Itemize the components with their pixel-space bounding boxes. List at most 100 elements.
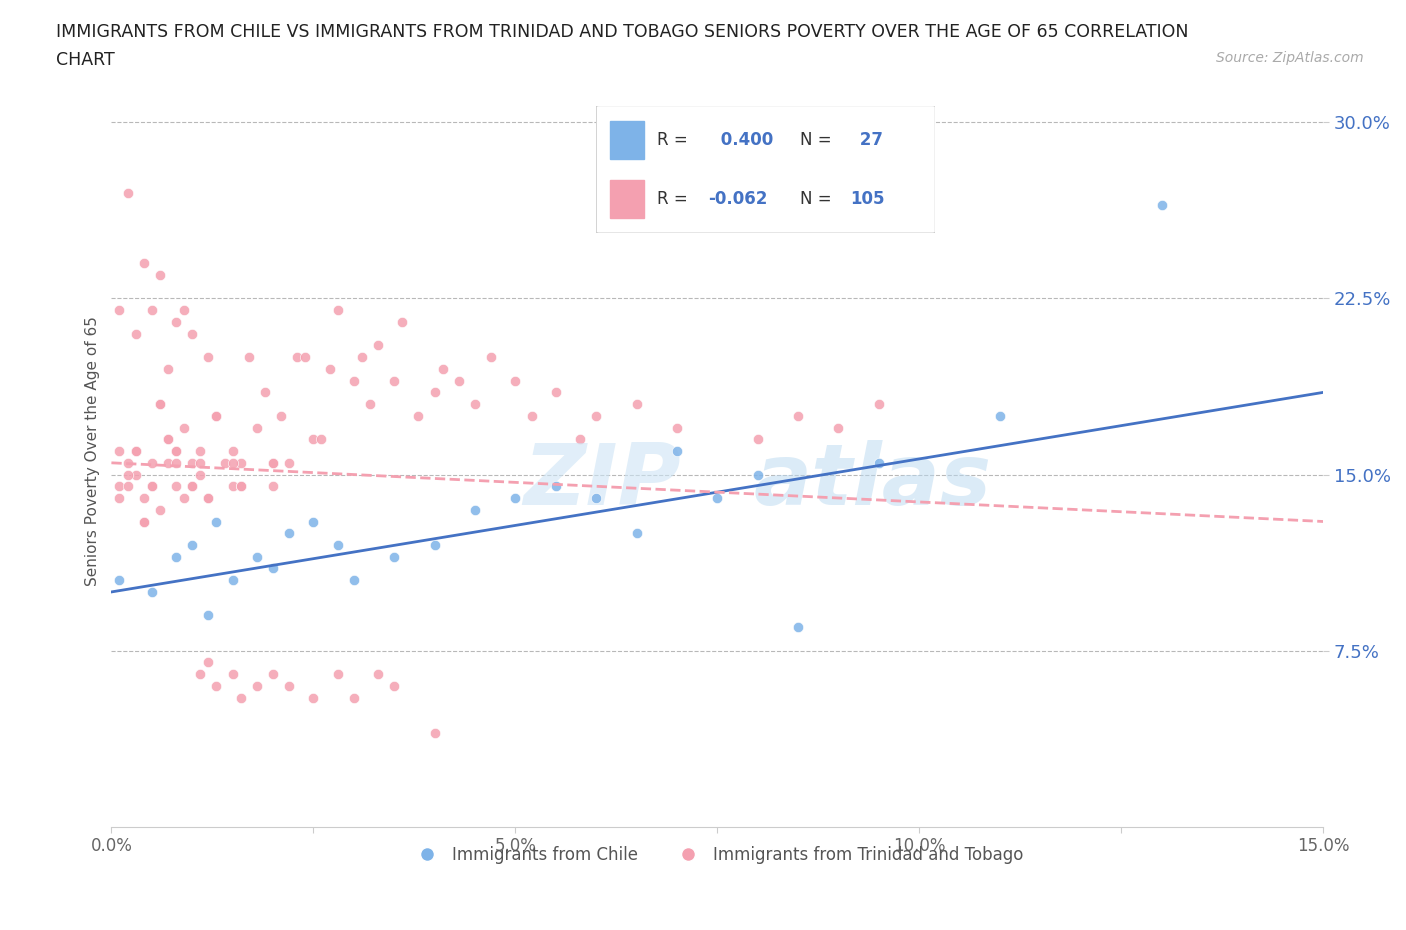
Point — [181, 538, 204, 552]
Point — [350, 350, 373, 365]
Point — [464, 502, 486, 517]
Point — [132, 256, 155, 271]
Point — [156, 432, 179, 446]
Point — [285, 350, 308, 365]
Point — [205, 408, 228, 423]
Point — [141, 479, 163, 494]
Point — [302, 432, 325, 446]
Point — [165, 444, 187, 458]
Point — [278, 678, 301, 693]
Legend: Immigrants from Chile, Immigrants from Trinidad and Tobago: Immigrants from Chile, Immigrants from T… — [404, 840, 1031, 871]
Point — [382, 373, 405, 388]
Point — [294, 350, 316, 365]
Point — [197, 350, 219, 365]
Point — [165, 444, 187, 458]
Point — [367, 667, 389, 682]
Point — [544, 479, 567, 494]
Point — [108, 573, 131, 588]
Point — [124, 444, 146, 458]
Point — [156, 432, 179, 446]
Point — [197, 655, 219, 670]
Point — [181, 326, 204, 341]
Text: IMMIGRANTS FROM CHILE VS IMMIGRANTS FROM TRINIDAD AND TOBAGO SENIORS POVERTY OVE: IMMIGRANTS FROM CHILE VS IMMIGRANTS FROM… — [56, 23, 1188, 41]
Point — [827, 420, 849, 435]
Point — [108, 444, 131, 458]
Point — [108, 303, 131, 318]
Point — [117, 467, 139, 482]
Point — [181, 479, 204, 494]
Point — [302, 514, 325, 529]
Point — [585, 408, 607, 423]
Text: Source: ZipAtlas.com: Source: ZipAtlas.com — [1216, 51, 1364, 65]
Point — [197, 491, 219, 506]
Point — [229, 690, 252, 705]
Point — [343, 690, 366, 705]
Point — [124, 444, 146, 458]
Point — [205, 678, 228, 693]
Point — [205, 408, 228, 423]
Text: atlas: atlas — [754, 440, 991, 523]
Point — [149, 268, 172, 283]
Point — [188, 444, 211, 458]
Point — [479, 350, 502, 365]
Point — [124, 326, 146, 341]
Point — [117, 456, 139, 471]
Point — [156, 456, 179, 471]
Point — [108, 491, 131, 506]
Point — [141, 303, 163, 318]
Point — [626, 525, 648, 540]
Point — [197, 608, 219, 623]
Point — [165, 479, 187, 494]
Point — [124, 467, 146, 482]
Point — [585, 491, 607, 506]
Point — [868, 456, 890, 471]
Point — [278, 525, 301, 540]
Point — [141, 584, 163, 599]
Point — [132, 514, 155, 529]
Point — [214, 456, 236, 471]
Point — [262, 479, 284, 494]
Point — [173, 491, 195, 506]
Point — [278, 456, 301, 471]
Point — [117, 479, 139, 494]
Point — [311, 432, 333, 446]
Point — [262, 456, 284, 471]
Point — [149, 397, 172, 412]
Point — [665, 444, 688, 458]
Point — [246, 678, 269, 693]
Point — [141, 479, 163, 494]
Point — [343, 573, 366, 588]
Point — [262, 561, 284, 576]
Text: ZIP: ZIP — [523, 440, 681, 523]
Point — [1150, 197, 1173, 212]
Point — [165, 314, 187, 329]
Point — [747, 432, 769, 446]
Point — [181, 456, 204, 471]
Point — [382, 678, 405, 693]
Point — [229, 479, 252, 494]
Point — [132, 491, 155, 506]
Point — [156, 362, 179, 377]
Point — [132, 514, 155, 529]
Point — [221, 573, 243, 588]
Point — [326, 538, 349, 552]
Point — [868, 397, 890, 412]
Point — [221, 456, 243, 471]
Point — [318, 362, 340, 377]
Point — [149, 397, 172, 412]
Point — [423, 385, 446, 400]
Point — [246, 550, 269, 565]
Point — [665, 420, 688, 435]
Y-axis label: Seniors Poverty Over the Age of 65: Seniors Poverty Over the Age of 65 — [86, 316, 100, 586]
Point — [423, 538, 446, 552]
Point — [188, 456, 211, 471]
Point — [188, 667, 211, 682]
Point — [246, 420, 269, 435]
Point — [326, 303, 349, 318]
Point — [173, 420, 195, 435]
Point — [706, 491, 728, 506]
Point — [221, 667, 243, 682]
Point — [221, 479, 243, 494]
Point — [181, 479, 204, 494]
Point — [568, 432, 591, 446]
